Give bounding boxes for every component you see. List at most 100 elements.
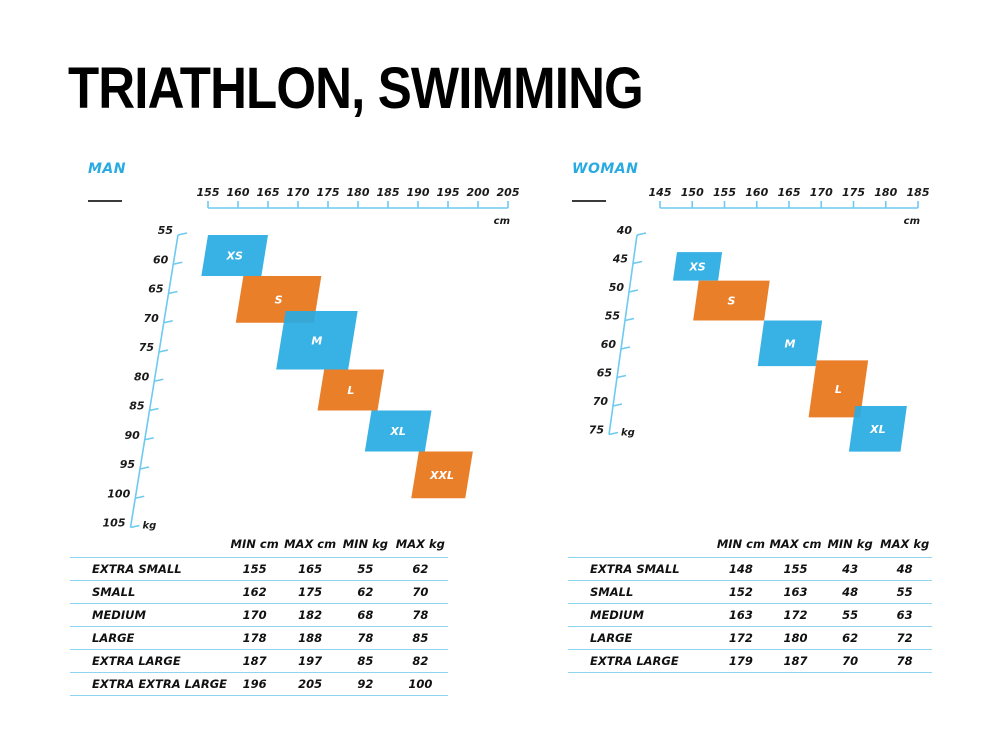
x-axis-tick-label: 175 <box>317 186 340 199</box>
y-axis-tick <box>163 319 173 324</box>
y-axis-tick <box>620 346 631 350</box>
cell-max-kg: 70 <box>392 580 448 604</box>
x-axis-tick-label: 155 <box>713 186 736 199</box>
size-box-label: L <box>835 383 842 396</box>
x-axis-tick-label: 165 <box>257 186 280 199</box>
cell-min-cm: 170 <box>227 603 283 627</box>
size-box-s <box>693 280 770 321</box>
size-box-s <box>235 275 322 323</box>
th-min-kg: MIN kg <box>342 537 388 551</box>
y-axis-tick-label: 90 <box>124 429 140 442</box>
table-row: MEDIUM 170 182 68 78 <box>70 603 448 627</box>
cell-max-kg: 48 <box>877 557 932 581</box>
table-row: LARGE 178 188 78 85 <box>70 626 448 650</box>
y-axis-tick <box>628 289 639 293</box>
cell-size-name: EXTRA EXTRA LARGE <box>70 672 228 696</box>
size-box-label: M <box>784 337 795 350</box>
y-axis-tick <box>130 524 140 529</box>
x-axis-tick-label: 180 <box>347 186 370 199</box>
y-axis-tick <box>632 260 643 265</box>
y-axis-tick-label: 80 <box>134 370 150 383</box>
table-row: LARGE 172 180 62 72 <box>568 626 932 650</box>
y-axis-tick <box>139 466 150 470</box>
man-size-table: MIN cm MAX cm MIN kg MAX kg EXTRA SMALL 1… <box>70 534 448 696</box>
table-row: SMALL 162 175 62 70 <box>70 580 448 604</box>
table-row: EXTRA LARGE 179 187 70 78 <box>568 649 932 673</box>
th-max-cm: MAX cm <box>284 537 337 551</box>
cell-min-kg: 78 <box>338 626 393 650</box>
y-axis-tick-label: 45 <box>612 253 629 266</box>
th-min-kg: MIN kg <box>827 537 873 551</box>
x-axis-tick-label: 160 <box>745 186 768 199</box>
y-axis-tick-label: 65 <box>148 283 164 296</box>
size-box-m <box>757 320 823 367</box>
size-box-l <box>317 369 385 411</box>
cell-max-cm: 172 <box>768 603 823 627</box>
y-axis-tick-label: 60 <box>153 253 169 266</box>
cell-min-cm: 148 <box>713 557 769 581</box>
cell-min-cm: 178 <box>227 626 283 650</box>
cell-min-cm: 179 <box>713 649 769 673</box>
cell-min-kg: 62 <box>822 626 878 650</box>
x-axis-tick-label: 170 <box>810 186 833 199</box>
man-dash-marker <box>88 200 122 202</box>
cell-size-name: EXTRA LARGE <box>70 649 228 673</box>
table-row: EXTRA EXTRA LARGE 196 205 92 100 <box>70 672 448 696</box>
man-table-body: EXTRA SMALL 155 165 55 62 SMALL 162 175 62 70 MEDI… <box>70 557 448 696</box>
x-axis-tick-label: 195 <box>437 186 460 199</box>
cell-max-cm: 163 <box>768 580 823 604</box>
y-axis-tick <box>177 232 188 236</box>
th-min-cm: MIN cm <box>230 537 279 551</box>
size-box-label: S <box>727 295 735 308</box>
cell-max-kg: 85 <box>392 626 448 650</box>
section-title-man: MAN <box>88 161 126 177</box>
cell-min-cm: 172 <box>713 626 769 650</box>
cell-size-name: LARGE <box>70 626 228 650</box>
cell-min-cm: 152 <box>713 580 769 604</box>
woman-size-chart: 145 150 155 160 165 170 175 180 185 cm 40 45 50 55 60 6… <box>589 186 930 452</box>
size-box-xs <box>672 252 723 281</box>
page-title: TRIATHLON, SWIMMING <box>68 56 644 121</box>
x-axis-tick-label: 155 <box>197 186 220 199</box>
y-axis-tick <box>154 378 164 383</box>
y-axis-tick-label: 65 <box>597 367 613 380</box>
y-axis-tick <box>135 495 145 500</box>
y-axis-tick-label: 50 <box>609 281 625 294</box>
y-axis-tick <box>168 290 178 295</box>
cell-size-name: SMALL <box>70 580 228 604</box>
size-box-l <box>808 360 869 418</box>
cell-min-kg: 92 <box>338 672 393 696</box>
x-axis-unit-label: cm <box>494 216 510 227</box>
table-row: EXTRA SMALL 148 155 43 48 <box>568 557 932 581</box>
cell-max-kg: 55 <box>877 580 932 604</box>
y-axis-tick-label: 100 <box>107 487 130 500</box>
y-axis-tick-label: 105 <box>103 517 126 530</box>
x-axis-tick-label: 185 <box>377 186 400 199</box>
cell-min-cm: 163 <box>713 603 769 627</box>
woman-table-body: EXTRA SMALL 148 155 43 48 SMALL 152 163 48 55 MEDI… <box>568 557 932 673</box>
y-axis-tick-label: 70 <box>593 395 609 408</box>
cell-max-cm: 175 <box>282 580 339 604</box>
th-max-kg: MAX kg <box>395 537 445 551</box>
x-axis-tick-label: 185 <box>907 186 930 199</box>
size-box-xxl <box>411 451 473 499</box>
size-box-label: XS <box>225 249 242 262</box>
cell-max-cm: 205 <box>282 672 339 696</box>
table-header-row: MIN cm MAX cm MIN kg MAX kg <box>70 534 448 558</box>
cell-max-cm: 182 <box>282 603 339 627</box>
man-size-chart: 155 160 165 170 175 180 185 190 195 200 205 cm 55 60 6… <box>103 186 520 532</box>
y-axis-tick <box>158 349 169 353</box>
cell-max-kg: 100 <box>392 672 448 696</box>
cell-max-kg: 78 <box>877 649 932 673</box>
y-axis-line <box>608 234 638 435</box>
y-axis-tick <box>144 436 154 441</box>
x-axis-tick-label: 150 <box>681 186 704 199</box>
size-box-xs <box>201 235 268 276</box>
cell-size-name: MEDIUM <box>568 603 714 627</box>
th-size-name <box>70 534 227 558</box>
cell-max-cm: 165 <box>282 557 339 581</box>
cell-max-cm: 187 <box>768 649 823 673</box>
cell-min-kg: 85 <box>338 649 393 673</box>
cell-min-cm: 187 <box>227 649 283 673</box>
